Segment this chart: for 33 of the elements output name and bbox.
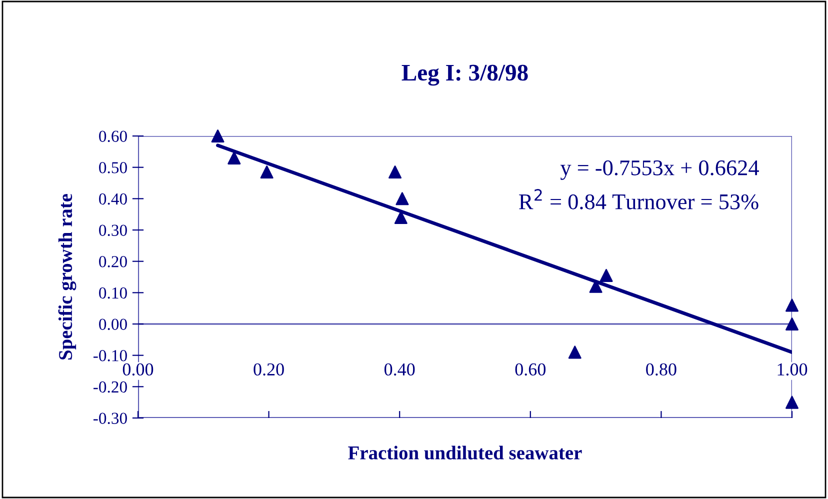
y-tick-label: 0.00 — [99, 318, 127, 330]
x-axis-title: Fraction undiluted seawater — [348, 446, 582, 460]
y-axis-title: Specific growth rate — [58, 194, 76, 360]
y-tick-label: -0.20 — [93, 381, 127, 393]
annotation: R$^{2}$ = 0.84 Turnover = 53% — [519, 189, 758, 210]
x-tick-label: 0.00 — [122, 363, 154, 376]
point — [228, 151, 241, 164]
point — [589, 280, 602, 293]
annotation: y = -0.7553x + 0.6624 — [560, 160, 759, 180]
x-tick-label: 0.80 — [646, 363, 676, 376]
point — [785, 317, 799, 331]
y-tick-label: 0.40 — [99, 193, 127, 205]
x-tick-label: 1.00 — [778, 363, 808, 376]
point — [394, 210, 408, 224]
point — [260, 166, 274, 179]
x-tick-label: 0.60 — [515, 363, 546, 376]
y-tick-label: 0.60 — [99, 130, 127, 142]
x-tick-label: 0.20 — [254, 363, 284, 376]
y-tick-label: 0.50 — [99, 162, 127, 174]
point — [211, 129, 224, 143]
point — [568, 346, 582, 359]
point — [396, 192, 409, 206]
y-tick-label: -0.10 — [93, 350, 127, 362]
x-tick-label: 0.40 — [384, 363, 415, 376]
point — [785, 298, 799, 312]
point — [600, 268, 613, 282]
y-tick-label: 0.30 — [99, 224, 127, 236]
y-tick-label: -0.30 — [93, 412, 127, 424]
point — [388, 166, 402, 179]
chart-title: Leg I: 3/8/98 — [402, 64, 528, 86]
y-tick-label: 0.20 — [99, 256, 127, 268]
point — [785, 396, 799, 409]
y-tick-label: 0.10 — [99, 287, 127, 299]
